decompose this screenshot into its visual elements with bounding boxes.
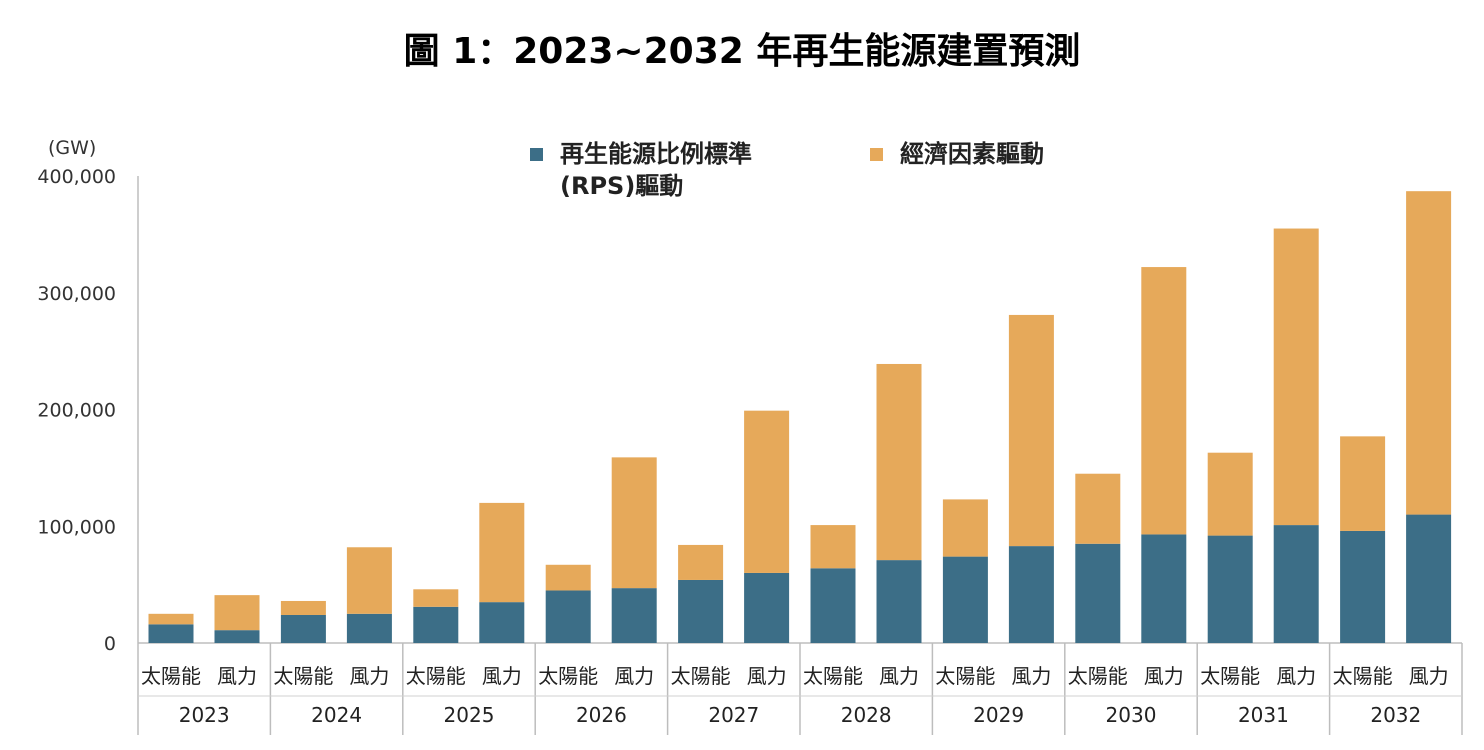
x-subcategory-label: 風力 [1144,664,1184,688]
bar-segment-economic [744,410,790,573]
x-subcategory-label: 太陽能 [538,664,598,688]
x-subcategory-label: 風力 [614,664,654,688]
x-subcategory-label: 太陽能 [803,664,863,688]
bar-segment-economic [1406,191,1452,515]
chart-title: 圖 1：2023~2032 年再生能源建置預測 [403,31,1081,72]
legend-swatch-rps [530,148,543,161]
x-subcategory-label: 風力 [217,664,257,688]
bar-segment-economic [280,600,326,615]
legend-label-rps: 再生能源比例標準(RPS)驅動 [560,140,752,200]
y-unit-label: (GW) [48,137,97,159]
bar-segment-economic [1273,228,1319,526]
y-tick-label: 0 [104,633,116,655]
x-subcategory-label: 太陽能 [671,664,731,688]
bar-segment-rps [744,572,790,643]
y-tick-label: 300,000 [37,283,116,305]
bar-segment-rps [545,590,591,643]
bar-segment-economic [942,499,988,557]
bar-segment-economic [214,595,260,631]
bar-segment-economic [1075,473,1121,544]
bar-segment-economic [1141,267,1187,535]
bar-segment-economic [810,525,856,569]
x-subcategory-label: 風力 [482,664,522,688]
legend-label-economic: 經濟因素驅動 [900,140,1044,168]
x-subcategory-label: 太陽能 [406,664,466,688]
bar-segment-rps [1075,543,1121,643]
x-year-label: 2032 [1370,703,1421,727]
x-subcategory-label: 風力 [1409,664,1449,688]
bar-segment-economic [611,457,657,589]
bar-segment-rps [678,579,724,643]
bar-segment-rps [280,614,326,643]
bar-segment-rps [1273,525,1319,643]
x-subcategory-label: 太陽能 [935,664,995,688]
legend-swatch-economic [870,148,883,161]
bar-segment-rps [1340,530,1386,643]
x-subcategory-label: 太陽能 [273,664,333,688]
bar-segment-economic [545,564,591,591]
y-tick-label: 100,000 [37,516,116,538]
bar-segment-economic [479,502,525,603]
x-subcategory-label: 風力 [747,664,787,688]
x-subcategory-label: 風力 [1276,664,1316,688]
bar-segment-rps [810,568,856,643]
bar-segment-rps [876,560,922,643]
x-subcategory-label: 風力 [349,664,389,688]
bar-segment-economic [1340,436,1386,531]
bar-segment-rps [413,606,459,643]
bar-segment-rps [611,588,657,643]
bar-segment-rps [214,630,260,643]
x-year-label: 2026 [576,703,627,727]
bar-segment-economic [876,363,922,561]
bar-segment-rps [1207,535,1253,643]
x-year-label: 2025 [444,703,495,727]
x-year-label: 2024 [311,703,362,727]
x-subcategory-label: 風力 [1011,664,1051,688]
y-tick-label: 400,000 [37,166,116,188]
bar-segment-economic [1008,314,1054,547]
bar-segment-economic [346,547,392,614]
bar-segment-rps [1008,546,1054,643]
bar-segment-economic [413,589,459,607]
x-year-label: 2029 [973,703,1024,727]
bar-segment-rps [148,624,194,643]
x-subcategory-label: 太陽能 [1068,664,1128,688]
y-tick-label: 200,000 [37,400,116,422]
bar-segment-rps [1141,534,1187,643]
x-subcategory-label: 太陽能 [1200,664,1260,688]
bar-segment-rps [479,602,525,643]
bar-segment-economic [1207,452,1253,536]
bar-segment-economic [678,544,724,580]
x-subcategory-label: 風力 [879,664,919,688]
x-year-label: 2027 [708,703,759,727]
x-year-label: 2028 [841,703,892,727]
x-subcategory-label: 太陽能 [1333,664,1393,688]
x-subcategory-label: 太陽能 [141,664,201,688]
x-year-label: 2031 [1238,703,1289,727]
bar-segment-rps [942,556,988,643]
bar-segment-rps [1406,514,1452,643]
x-year-label: 2030 [1106,703,1157,727]
bar-segment-economic [148,613,194,625]
bar-segment-rps [346,613,392,643]
x-year-label: 2023 [179,703,230,727]
